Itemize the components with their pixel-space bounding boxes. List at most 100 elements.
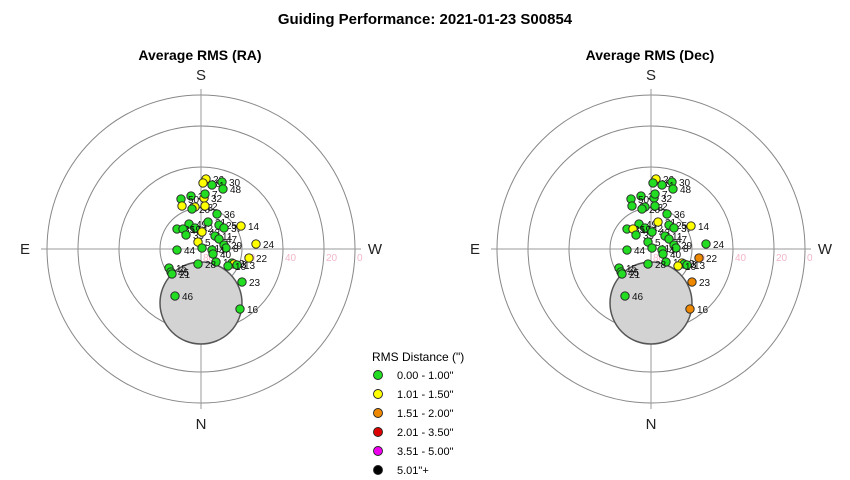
dec-point-label-19: 19 (640, 225, 652, 236)
ra-point-12 (211, 257, 221, 267)
ra-point-7 (200, 189, 210, 199)
ra-point-label-24: 24 (263, 240, 275, 251)
ra-point-label-45: 45 (178, 268, 190, 279)
dec-point-label-36: 36 (674, 210, 686, 221)
dec-point-label-10: 10 (685, 262, 697, 273)
dec-ring-label-80: 80 (653, 253, 665, 264)
dec-point-20 (637, 204, 647, 214)
dec-ring-label-20: 20 (776, 253, 788, 264)
dec-point-7 (650, 189, 660, 199)
ra-point-label-21: 21 (179, 270, 191, 281)
legend-label-3: 2.01 - 3.50" (397, 427, 454, 439)
dec-point-label-9: 9 (689, 259, 695, 270)
ra-point-31 (203, 217, 213, 227)
ra-point-6 (177, 201, 187, 211)
ra-point-label-7: 7 (212, 190, 218, 201)
dec-point-23 (687, 277, 697, 287)
dec-point-14 (686, 221, 696, 231)
ra-point-37 (219, 223, 229, 233)
dec-point-label-15: 15 (626, 264, 638, 275)
dec-point-24 (701, 239, 711, 249)
dec-point-34 (636, 191, 646, 201)
dec-point-label-30: 30 (679, 178, 691, 189)
dec-point-44 (622, 245, 632, 255)
ra-point-label-28: 28 (205, 260, 217, 271)
ra-point-label-10: 10 (235, 262, 247, 273)
ra-point-8 (221, 243, 231, 253)
dec-point-42 (640, 223, 650, 233)
ra-point-label-47: 47 (226, 235, 238, 246)
dec-point-label-28: 28 (655, 260, 667, 271)
dec-point-label-13: 13 (694, 261, 706, 272)
dec-point-label-23: 23 (699, 278, 711, 289)
ra-point-label-36: 36 (224, 210, 236, 221)
dec-point-2 (650, 201, 660, 211)
main-title: Guiding Performance: 2021-01-23 S00854 (278, 11, 573, 28)
ra-point-2 (200, 201, 210, 211)
dec-point-37 (669, 223, 679, 233)
ra-panel-title: Average RMS (RA) (138, 47, 261, 63)
legend-label-2: 1.51 - 2.00" (397, 408, 454, 420)
dec-direction-right: W (818, 241, 833, 258)
ra-point-label-13: 13 (244, 261, 256, 272)
dec-point-label-37: 37 (681, 224, 693, 235)
dec-point-label-35: 35 (634, 225, 646, 236)
ra-point-label-23: 23 (249, 278, 261, 289)
ra-point-label-50: 50 (188, 195, 200, 206)
ra-point-label-14: 14 (248, 222, 260, 233)
dec-point-28 (643, 259, 653, 269)
ra-point-36 (212, 209, 222, 219)
dec-point-label-5: 5 (655, 238, 661, 249)
ra-point-label-16: 16 (247, 305, 259, 316)
ra-point-42 (190, 223, 200, 233)
ra-point-label-11: 11 (222, 232, 233, 243)
dec-point-label-50: 50 (638, 195, 650, 206)
dec-direction-left: E (470, 241, 480, 258)
dec-panel-title: Average RMS (Dec) (586, 47, 715, 63)
ra-point-20 (187, 204, 197, 214)
ra-ring-label-20: 20 (326, 253, 338, 264)
ra-point-label-44: 44 (184, 246, 196, 257)
ra-point-47 (214, 234, 224, 244)
ra-point-label-30: 30 (229, 178, 241, 189)
dec-point-label-40: 40 (670, 250, 682, 261)
dec-point-48 (668, 184, 678, 194)
ra-point-10 (223, 261, 233, 271)
ra-point-18 (198, 178, 208, 188)
ra-point-39 (181, 230, 191, 240)
legend-swatch-5 (373, 465, 383, 475)
dec-point-label-44: 44 (634, 246, 646, 257)
ra-polar-panel: Average RMS (RA) S N E W 806040200 26183… (20, 47, 383, 433)
dec-point-46 (620, 291, 630, 301)
ra-point-label-8: 8 (233, 244, 239, 255)
ra-point-41 (197, 243, 207, 253)
ra-point-label-32: 32 (211, 194, 223, 205)
ra-point-label-25: 25 (226, 221, 238, 232)
dec-point-43 (647, 227, 657, 237)
dec-point-label-14: 14 (698, 222, 710, 233)
legend-label-1: 1.01 - 1.50" (397, 389, 454, 401)
dec-point-label-29: 29 (681, 241, 693, 252)
ra-point-21 (167, 269, 177, 279)
ra-point-label-46: 46 (182, 292, 194, 303)
dec-point-label-22: 22 (706, 254, 718, 265)
ra-point-34 (186, 191, 196, 201)
ra-point-28 (193, 259, 203, 269)
dec-point-10 (673, 261, 683, 271)
ra-ring-label-0: 0 (357, 253, 363, 264)
ra-point-label-5: 5 (205, 238, 211, 249)
dec-point-18 (648, 178, 658, 188)
ra-point-23 (237, 277, 247, 287)
dec-direction-top: S (646, 67, 656, 84)
ra-point-label-39: 39 (193, 231, 205, 242)
dec-point-label-24: 24 (713, 240, 725, 251)
ra-point-46 (170, 291, 180, 301)
dec-point-label-45: 45 (628, 268, 640, 279)
legend: RMS Distance (") 0.00 - 1.00" 1.01 - 1.50… (372, 350, 464, 477)
legend-swatch-3 (373, 427, 383, 437)
ra-point-label-37: 37 (231, 224, 243, 235)
dec-point-label-32: 32 (661, 194, 673, 205)
ra-point-22 (244, 253, 254, 263)
legend-title: RMS Distance (") (372, 350, 464, 364)
ra-point-label-22: 22 (256, 254, 268, 265)
